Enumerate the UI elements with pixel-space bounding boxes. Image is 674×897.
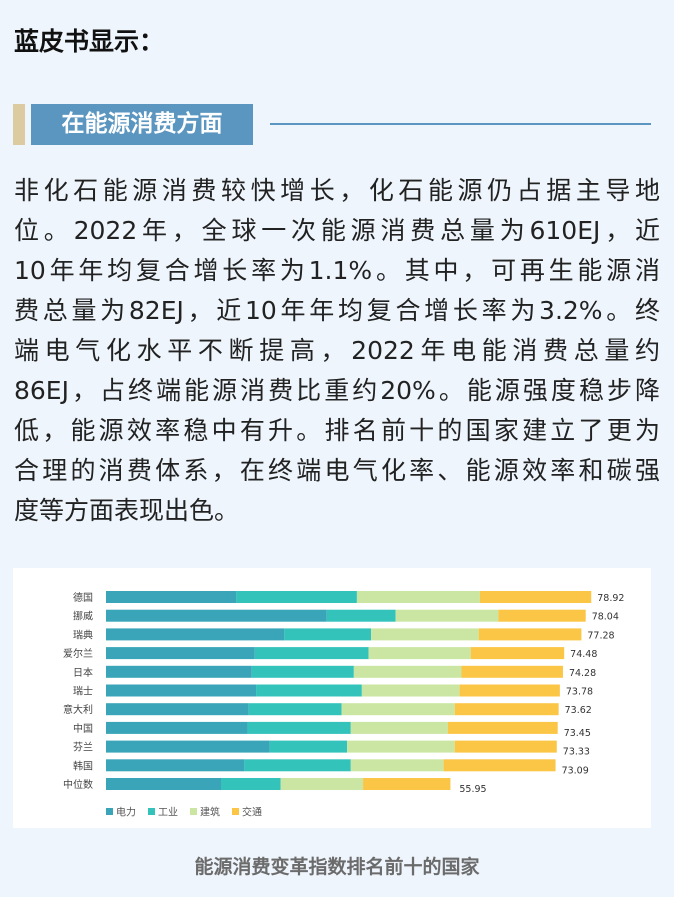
- bar-segment: [236, 591, 357, 603]
- bar-segment: [341, 703, 455, 716]
- bar-segment: [106, 628, 285, 641]
- section-accent-bar: [13, 104, 25, 145]
- bar-segment: [106, 665, 252, 678]
- legend-swatch: [148, 808, 155, 815]
- bar-segment: [106, 609, 327, 622]
- bar-segment: [350, 721, 448, 734]
- bar-segment: [447, 721, 558, 734]
- legend-swatch: [190, 808, 197, 815]
- bar-segment: [106, 721, 248, 734]
- paragraph-line: 费总量为82EJ，近10年年均复合增长率为3.2%。终: [14, 296, 660, 325]
- bar-segment: [256, 684, 362, 697]
- chart-panel: 德国 78.92 挪威 78.04 瑞典 77.28 爱尔兰 74.48 日本 74.28 瑞士 73…: [13, 568, 651, 828]
- bar-segment: [454, 740, 557, 753]
- category-label: 日本: [73, 666, 93, 679]
- bar-segment: [353, 665, 462, 678]
- category-label: 芬兰: [73, 741, 93, 754]
- category-label: 瑞士: [73, 685, 93, 698]
- bar-segment: [350, 759, 444, 772]
- total-label: 78.92: [597, 593, 624, 604]
- legend-swatch: [106, 808, 113, 815]
- bar-segment: [106, 591, 237, 603]
- legend-label: 电力: [116, 806, 136, 819]
- total-label: 74.48: [570, 649, 597, 660]
- total-label: 78.04: [592, 612, 619, 623]
- total-label: 77.28: [587, 630, 614, 641]
- bar-segment: [461, 665, 563, 678]
- paragraph-line: 低，能源效率稳中有升。排名前十的国家建立了更为: [14, 416, 660, 445]
- bar-segment: [395, 609, 499, 622]
- bar-segment: [361, 684, 460, 697]
- category-label: 韩国: [73, 759, 93, 772]
- total-label: 73.62: [565, 705, 592, 716]
- bar-segment: [247, 721, 351, 734]
- total-label: 73.45: [564, 728, 591, 739]
- total-label: 73.09: [562, 765, 589, 776]
- bar-segment: [347, 740, 455, 753]
- bar-segment: [326, 609, 396, 622]
- section-title: 在能源消费方面: [31, 104, 253, 145]
- paragraph-line: 端电气化水平不断提高，2022年电能消费总量约: [14, 336, 660, 365]
- bar-segment: [356, 591, 480, 603]
- paragraph-line: 86EJ，占终端能源消费比重约20%。能源强度稳步降: [14, 376, 660, 405]
- section-divider: [270, 123, 651, 125]
- bar-segment: [284, 628, 372, 641]
- total-label: 73.78: [566, 687, 593, 698]
- bar-segment: [251, 665, 354, 678]
- category-label: 挪威: [73, 610, 93, 623]
- bar-segment: [106, 684, 257, 697]
- legend-label: 建筑: [200, 806, 220, 819]
- legend-label: 交通: [242, 806, 262, 819]
- bar-segment: [106, 778, 222, 790]
- bar-segment: [443, 759, 556, 772]
- body-paragraph: 非化石能源消费较快增长，化石能源仍占据主导地 位。2022年，全球一次能源消费总量…: [14, 171, 660, 531]
- bar-segment: [470, 647, 565, 660]
- category-label: 意大利: [63, 703, 93, 716]
- legend-label: 工业: [158, 807, 178, 819]
- bar-segment: [106, 647, 255, 660]
- total-label: 74.28: [569, 668, 596, 679]
- bar-segment: [371, 628, 479, 641]
- bar-segment: [478, 628, 582, 641]
- paragraph-line: 非化石能源消费较快增长，化石能源仍占据主导地: [14, 176, 660, 205]
- paragraph-line: 10年年均复合增长率为1.1%。其中，可再生能源消: [14, 256, 660, 285]
- category-label: 瑞典: [73, 628, 93, 641]
- bar-segment: [459, 684, 560, 697]
- bar-segment: [106, 759, 245, 772]
- bar-segment: [254, 647, 369, 660]
- category-label: 爱尔兰: [63, 647, 93, 660]
- bar-segment: [244, 759, 351, 772]
- paragraph-line: 位。2022年，全球一次能源消费总量为610EJ，近: [14, 216, 660, 245]
- paragraph-line: 合理的消费体系，在终端电气化率、能源效率和碳强: [14, 456, 660, 485]
- bar-segment: [454, 703, 559, 716]
- total-label: 55.95: [459, 784, 486, 795]
- bar-segment: [363, 778, 451, 790]
- legend-swatch: [232, 808, 239, 815]
- bar-segment: [498, 609, 586, 622]
- total-label: 73.33: [563, 747, 590, 758]
- stacked-bar-chart: 德国 78.92 挪威 78.04 瑞典 77.28 爱尔兰 74.48 日本 74.28 瑞士 73…: [63, 591, 624, 819]
- bar-segment: [248, 703, 342, 716]
- bar-segment: [479, 591, 592, 603]
- category-label: 中国: [73, 722, 93, 735]
- bar-segment: [280, 778, 364, 790]
- heading: 蓝皮书显示：: [14, 27, 165, 56]
- category-label: 德国: [73, 591, 93, 604]
- category-label: 中位数: [63, 778, 93, 791]
- paragraph-line: 度等方面表现出色。: [14, 496, 240, 525]
- bar-segment: [106, 703, 249, 716]
- bar-segment: [269, 740, 348, 753]
- chart-caption: 能源消费变革指数排名前十的国家: [194, 856, 480, 878]
- bar-segment: [368, 647, 471, 660]
- bar-segment: [221, 778, 281, 790]
- bar-segment: [106, 740, 270, 753]
